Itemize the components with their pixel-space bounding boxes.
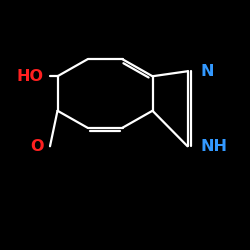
Text: NH: NH <box>200 139 227 154</box>
Text: O: O <box>30 139 44 154</box>
Text: HO: HO <box>17 69 44 84</box>
Text: N: N <box>200 64 213 79</box>
